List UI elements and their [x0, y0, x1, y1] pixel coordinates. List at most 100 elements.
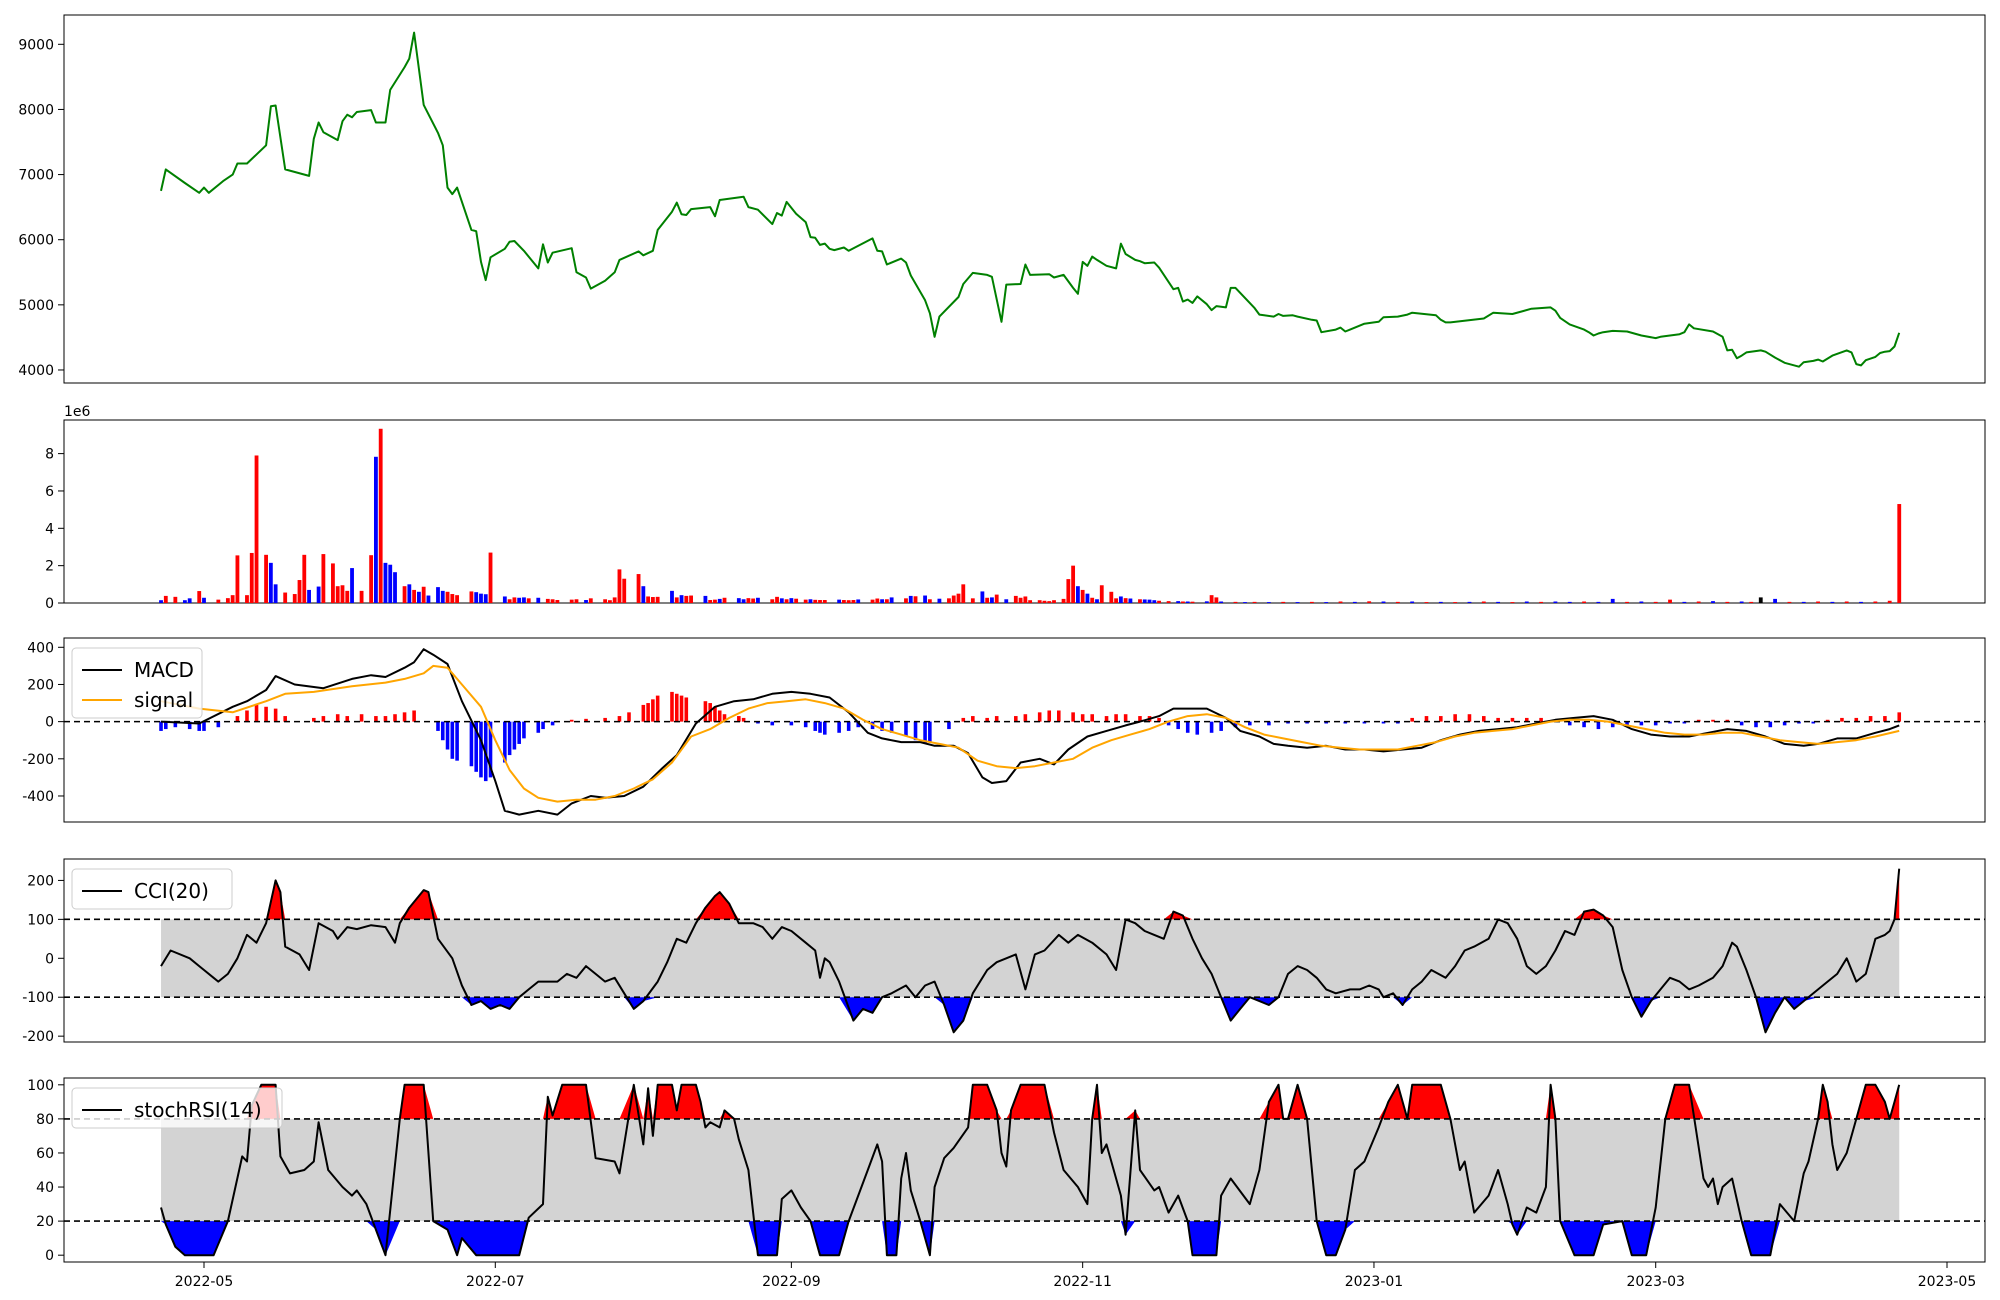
macd-hist-bar [412, 710, 416, 722]
volume-bar [985, 597, 990, 603]
cci-panel: -200 -100 0 100 200 CCI(20) [22, 858, 1986, 1045]
volume-panel: 1e6 0 2 4 6 8 [45, 404, 1986, 612]
macd-hist-bar [1610, 721, 1615, 728]
macd-hist-bar [961, 717, 966, 722]
volume-ytick-label: 6 [45, 484, 54, 500]
macd-hist-bar [770, 721, 775, 726]
macd-hist-bar [1825, 719, 1830, 722]
volume-bar [1352, 601, 1357, 603]
macd-hist-bar [1854, 717, 1859, 722]
volume-bar [904, 598, 908, 603]
macd-hist-bar [651, 699, 655, 722]
volume-bar [316, 586, 321, 603]
volume-bar [1099, 585, 1104, 603]
macd-hist-bar [517, 721, 521, 744]
macd-hist-bar [717, 710, 722, 722]
xtick-label: 2023-01 [1345, 1274, 1404, 1290]
macd-hist-bar [670, 691, 674, 722]
volume-bar [555, 600, 560, 603]
macd-hist-bar [512, 721, 517, 750]
macd-hist-bar [235, 716, 240, 722]
volume-bar [622, 578, 627, 603]
xtick-label: 2022-11 [1053, 1274, 1112, 1290]
macd-hist-bar [374, 716, 378, 722]
volume-ytick-label: 4 [45, 521, 54, 537]
volume-bar [1467, 601, 1472, 603]
volume-bar [1052, 600, 1056, 603]
volume-bar [584, 600, 588, 603]
macd-hist-bar [569, 719, 574, 722]
macd-hist-bar [684, 697, 689, 722]
macd-hist-bar [1596, 721, 1601, 730]
volume-ytick-label: 2 [45, 559, 54, 575]
macd-hist-bar [522, 721, 526, 739]
volume-bar [1510, 602, 1515, 603]
macd-hist-bar [1868, 716, 1873, 722]
volume-bar [794, 598, 799, 603]
volume-bar [1873, 601, 1878, 603]
volume-bar [1142, 599, 1147, 603]
volume-bar [684, 595, 689, 603]
stochrsi-ytick-label: 100 [27, 1078, 54, 1094]
volume-bar [947, 598, 951, 603]
macd-hist-bar [1047, 710, 1052, 722]
price-ytick-label: 6000 [18, 233, 54, 249]
macd-ytick-label: 200 [27, 677, 54, 693]
macd-hist-bar [1104, 716, 1109, 722]
volume-bar [1324, 602, 1329, 603]
volume-bar [846, 600, 851, 603]
macd-hist-bar [541, 721, 545, 730]
volume-bar [722, 597, 727, 603]
volume-bar [1123, 598, 1128, 603]
volume-bar [1028, 600, 1033, 603]
volume-bar [822, 600, 827, 603]
volume-bar [1610, 598, 1615, 603]
macd-hist-bar [994, 716, 999, 722]
volume-bar [1190, 601, 1195, 603]
volume-bar [751, 598, 756, 603]
volume-bar [268, 562, 273, 603]
cci-ytick-label: 0 [45, 951, 54, 967]
macd-hist-bar [823, 721, 827, 735]
volume-bar [225, 598, 230, 603]
volume-bar [1524, 601, 1529, 603]
macd-hist-bar [641, 704, 646, 722]
volume-bar [1243, 602, 1247, 603]
volume-bar [1176, 601, 1181, 603]
macd-hist-bar [818, 721, 822, 733]
xtick-label: 2023-03 [1626, 1274, 1685, 1290]
volume-bar [1233, 601, 1238, 603]
macd-hist-bar [1381, 721, 1386, 724]
volume-bar [426, 595, 431, 603]
stochrsi-panel: 0 20 40 60 80 100 stochRSI(14) 2022-05 2022-07 20… [27, 1077, 1986, 1290]
volume-bar [775, 596, 779, 603]
volume-bar [970, 598, 975, 603]
volume-bar [321, 554, 326, 603]
volume-bar [1787, 601, 1792, 603]
macd-hist-bar [1233, 721, 1238, 728]
volume-bar [961, 584, 966, 603]
macd-hist-bar [1424, 716, 1429, 722]
volume-bar [875, 598, 880, 603]
cci-legend-label: CCI(20) [134, 879, 209, 903]
volume-bar [1453, 602, 1458, 603]
volume-bar [789, 598, 794, 603]
volume-bar [1013, 595, 1018, 603]
macd-hist-bar [1176, 721, 1180, 730]
macd-hist-bar [1185, 721, 1190, 733]
volume-bar [607, 600, 612, 603]
volume-bar [374, 456, 378, 603]
macd-hist-bar [1539, 717, 1543, 722]
volume-bar [307, 589, 311, 603]
volume-bar [335, 586, 340, 603]
macd-hist-bar [359, 714, 364, 722]
volume-bar [455, 595, 460, 603]
volume-bar [1114, 598, 1119, 603]
macd-hist-bar [1410, 717, 1414, 722]
volume-bar [488, 552, 493, 603]
volume-bar [216, 599, 221, 603]
macd-hist-bar [1453, 714, 1457, 722]
volume-bar [1424, 602, 1429, 603]
volume-bar [1625, 601, 1629, 603]
